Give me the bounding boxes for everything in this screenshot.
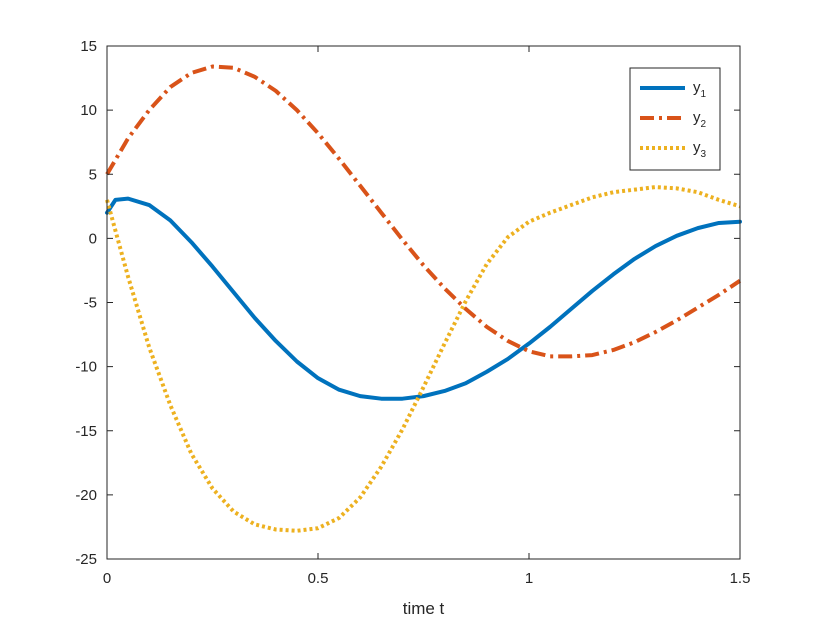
x-tick-label: 0.5 [308, 570, 329, 587]
legend-subscript: 2 [701, 119, 707, 130]
legend-subscript: 3 [701, 149, 707, 160]
y-tick-label: 15 [80, 38, 97, 55]
y-tick-label: 5 [89, 166, 97, 183]
y-tick-label: 10 [80, 102, 97, 119]
x-tick-label: 1.5 [730, 570, 751, 587]
series-line-2 [105, 64, 742, 359]
series-layer [105, 64, 742, 533]
x-tick-label: 0 [103, 570, 111, 587]
y-tick-label: -10 [75, 359, 97, 376]
tick-layer: 0 0.5 1 1.5 -25 -20 -15 -10 -5 0 5 10 15 [75, 38, 750, 587]
y-tick-label: -15 [75, 423, 97, 440]
y-tick-label: -25 [75, 551, 97, 568]
y-tick-label: -20 [75, 487, 97, 504]
x-tick-label: 1 [525, 570, 533, 587]
y-tick-label: 0 [89, 230, 97, 247]
series-line-1 [105, 196, 742, 401]
y-tick-label: -5 [84, 295, 97, 312]
series-line-3 [105, 185, 741, 533]
x-axis-label: time t [403, 599, 445, 618]
legend-subscript: 1 [701, 89, 707, 100]
